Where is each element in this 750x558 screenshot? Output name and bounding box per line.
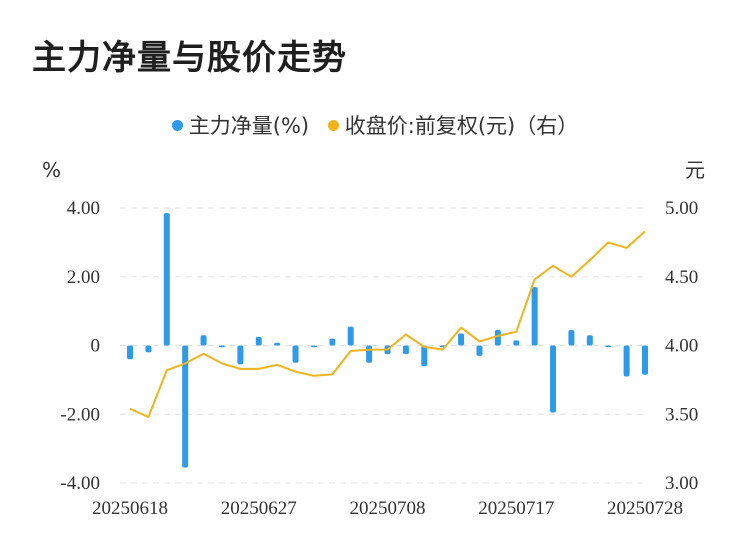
net-flow-bar: [163, 213, 170, 346]
x-tick-label: 20250627: [221, 498, 297, 519]
x-tick-label: 20250717: [478, 498, 554, 519]
net-flow-bar: [255, 336, 262, 346]
net-flow-bar: [145, 345, 152, 353]
right-tick-label: 4.00: [665, 336, 698, 357]
net-flow-bar: [182, 345, 189, 468]
net-flow-bar: [421, 345, 428, 367]
legend-label-net-flow: 主力净量(%): [188, 114, 310, 138]
net-flow-bar: [310, 345, 317, 348]
right-tick-label: 3.00: [665, 473, 698, 494]
net-flow-bar: [200, 335, 207, 346]
net-flow-bar: [292, 345, 299, 363]
net-flow-bar: [623, 345, 630, 377]
legend-item-close-price[interactable]: 收盘价:前复权(元)（右）: [327, 110, 579, 140]
net-flow-bar: [568, 330, 575, 346]
close-price-line: [129, 230, 646, 418]
x-tick-label: 20250708: [350, 498, 426, 519]
legend-dot-yellow: [327, 119, 339, 131]
net-flow-bar: [586, 335, 593, 346]
left-axis-unit: %: [42, 158, 61, 182]
left-tick-label: 2.00: [67, 267, 100, 288]
right-tick-label: 3.50: [665, 404, 698, 425]
left-tick-label: -2.00: [60, 404, 100, 425]
net-flow-bar: [550, 345, 557, 413]
legend-item-net-flow[interactable]: 主力净量(%): [171, 110, 310, 140]
right-tick-label: 5.00: [665, 198, 698, 219]
net-flow-bar: [642, 345, 648, 375]
net-flow-bar: [237, 345, 244, 365]
net-flow-bar: [531, 287, 538, 346]
right-axis-unit: 元: [685, 158, 705, 182]
net-flow-bar: [458, 333, 465, 346]
net-flow-bar: [274, 342, 281, 346]
net-flow-bar: [513, 340, 520, 346]
legend-label-close-price: 收盘价:前复权(元)（右）: [344, 114, 579, 138]
net-flow-bar: [366, 345, 373, 363]
legend: 主力净量(%) 收盘价:前复权(元)（右）: [0, 110, 750, 140]
chart-title: 主力净量与股价走势: [32, 38, 347, 78]
x-tick-label: 20250728: [607, 498, 683, 519]
net-flow-bar: [605, 345, 612, 348]
net-flow-bar: [494, 330, 501, 346]
net-flow-bar: [476, 345, 483, 356]
net-flow-bar: [402, 345, 409, 355]
net-flow-bar: [329, 338, 336, 346]
x-tick-label: 20250618: [92, 498, 168, 519]
left-tick-label: 0: [91, 336, 101, 357]
legend-dot-blue: [171, 119, 183, 131]
right-tick-label: 4.50: [665, 267, 698, 288]
left-tick-label: -4.00: [60, 473, 100, 494]
net-flow-bar: [127, 345, 133, 360]
net-flow-bar: [218, 345, 225, 348]
left-tick-label: 4.00: [67, 198, 100, 219]
net-flow-bar: [347, 326, 354, 346]
